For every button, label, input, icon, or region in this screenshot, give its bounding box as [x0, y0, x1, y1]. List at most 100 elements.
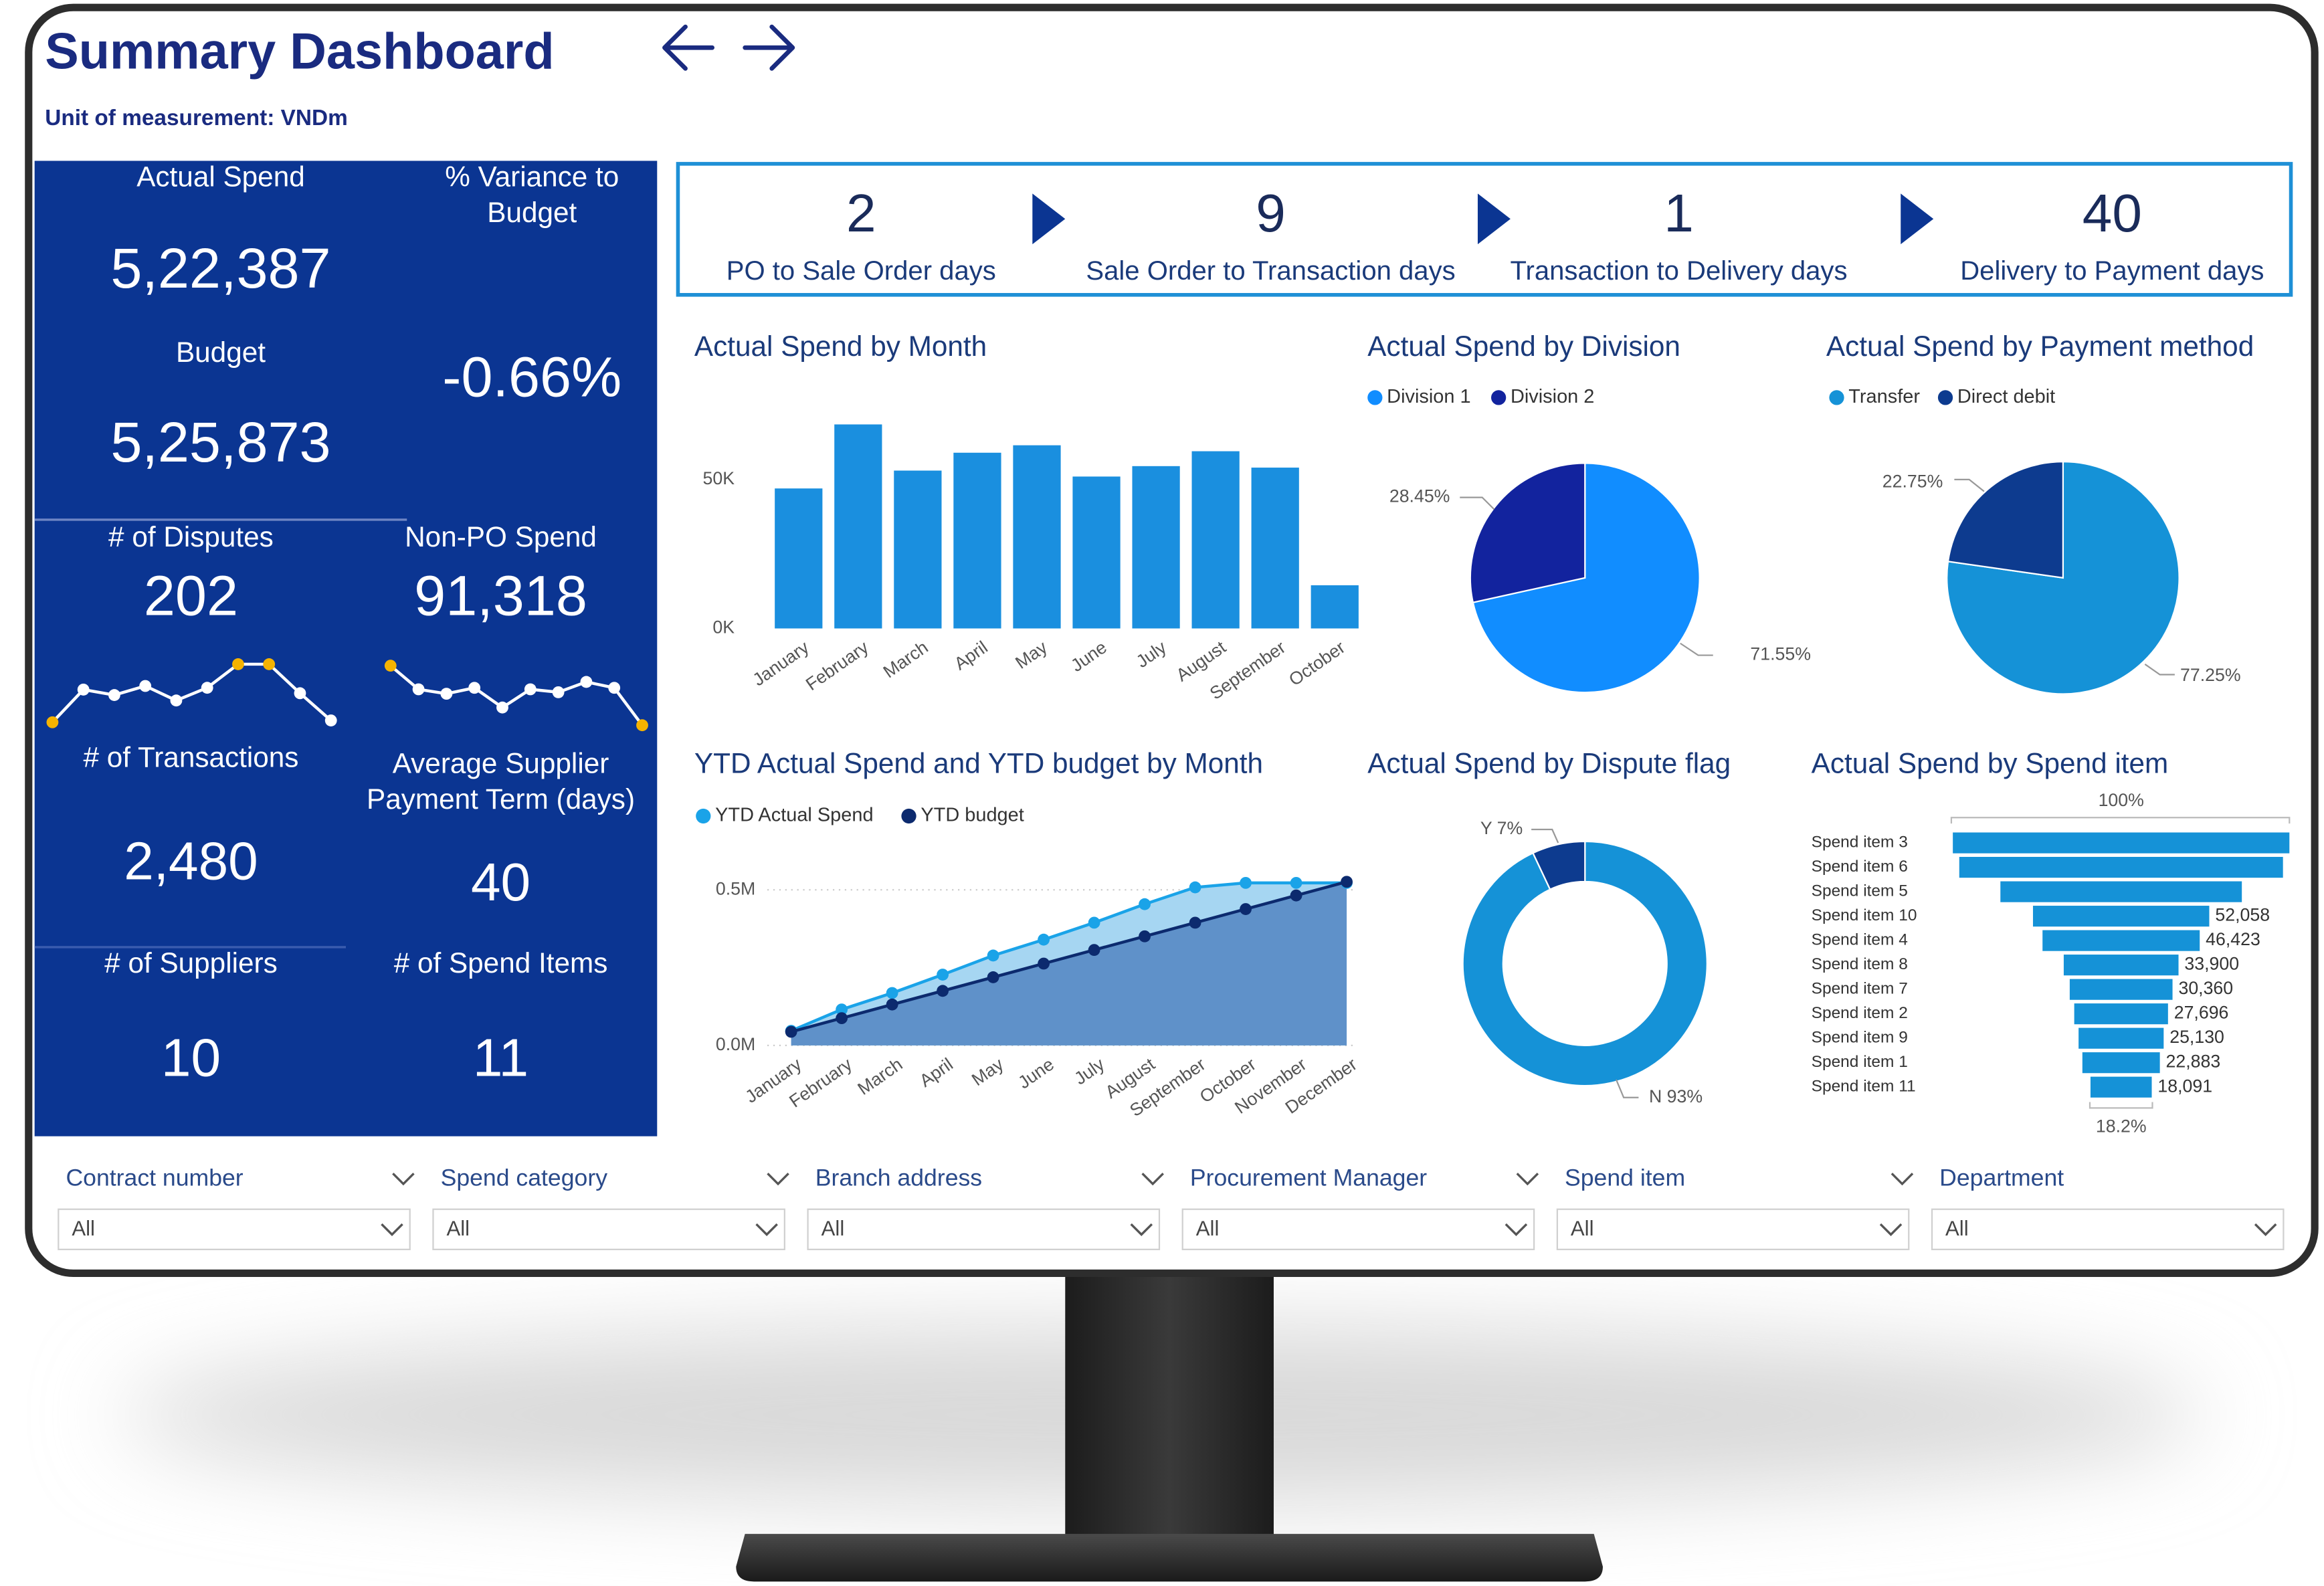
- funnel-bracket: [2089, 1102, 2153, 1109]
- bar: [1072, 476, 1121, 629]
- kpi-label: Actual Spend: [136, 161, 305, 192]
- legend-label: Division 2: [1511, 386, 1594, 407]
- chevron: [1516, 1173, 1539, 1186]
- kpi-label: # of Spend Items: [394, 947, 608, 979]
- bar: [1132, 466, 1180, 629]
- kpi-value: -0.66%: [442, 344, 621, 408]
- value-label: 30,360: [2178, 978, 2233, 998]
- bar: [1191, 451, 1240, 629]
- line: [790, 881, 1347, 1033]
- category-label: Spend item 4: [1812, 931, 1908, 949]
- value-label: 33,900: [2184, 954, 2239, 974]
- monitor-base: [736, 1534, 1603, 1582]
- bar: [894, 470, 942, 629]
- forward-arrow[interactable]: [743, 24, 795, 71]
- sparkline-point: [552, 686, 565, 698]
- chart-title: Actual Spend by Month: [694, 330, 987, 362]
- value-label: 27,696: [2174, 1003, 2229, 1023]
- slice-label: Y 7%: [1480, 818, 1523, 838]
- pie-slice: [1469, 462, 1586, 603]
- pie-slice: [1947, 461, 2064, 579]
- category-label: Spend item 9: [1812, 1029, 1908, 1047]
- y-tick-label: 0.0M: [716, 1034, 755, 1054]
- legend-marker: [1491, 390, 1507, 405]
- filter-dropdown[interactable]: [1931, 1208, 2285, 1250]
- chart-title: Actual Spend by Dispute flag: [1367, 747, 1731, 779]
- filter-dropdown[interactable]: [432, 1208, 785, 1250]
- funnel-bar: [2032, 906, 2210, 927]
- chart-title: Actual Spend by Payment method: [1826, 330, 2254, 362]
- bar: [1013, 445, 1061, 629]
- y-tick-label: 0.5M: [716, 878, 755, 898]
- back-arrow[interactable]: [662, 24, 714, 71]
- value-label: 22,883: [2166, 1052, 2221, 1072]
- leader-line: [1615, 1079, 1639, 1098]
- point: [836, 1003, 848, 1016]
- value-label: 18,091: [2157, 1076, 2212, 1096]
- kpi-value: 2,480: [124, 831, 258, 891]
- sparkline-point: [384, 660, 397, 672]
- value-label: 25,130: [2169, 1027, 2224, 1047]
- kpi-label: Budget: [176, 336, 266, 368]
- chevron: [381, 1223, 403, 1236]
- point: [937, 969, 949, 981]
- sparkline-point: [77, 684, 90, 696]
- dashboard-subtitle: Unit of measurement: VNDm: [45, 106, 348, 130]
- category-label: Spend item 5: [1812, 882, 1908, 900]
- point: [1240, 903, 1252, 915]
- sparkline-point: [412, 683, 425, 696]
- filter-label: Spend item: [1565, 1165, 1685, 1191]
- funnel-bar: [1953, 832, 2290, 854]
- filter-value: All: [1196, 1217, 1220, 1240]
- bar: [1251, 468, 1299, 629]
- monitor-neck: [1065, 1268, 1274, 1545]
- leader-line: [1954, 478, 1985, 492]
- chevron: [392, 1173, 415, 1186]
- process-label: Transaction to Delivery days: [1511, 256, 1848, 286]
- point: [1290, 889, 1302, 902]
- slice-label: N 93%: [1649, 1086, 1703, 1106]
- filter-dropdown[interactable]: [807, 1208, 1161, 1250]
- chevron: [1891, 1173, 1914, 1186]
- legend-marker: [1367, 390, 1383, 405]
- sparkline-point: [139, 680, 152, 692]
- slice-label: 77.25%: [2180, 665, 2241, 685]
- sparkline-point: [232, 658, 244, 670]
- point: [1038, 957, 1050, 970]
- kpi-value: 10: [161, 1027, 221, 1088]
- point: [1341, 876, 1353, 888]
- point: [1139, 898, 1151, 910]
- filter-dropdown[interactable]: [58, 1208, 411, 1250]
- kpi-label: Average Supplier: [393, 747, 609, 779]
- leader-line: [2144, 664, 2175, 676]
- y-tick-label: 0K: [712, 617, 735, 637]
- category-label: Spend item 6: [1812, 858, 1908, 876]
- legend-label: Division 1: [1387, 386, 1470, 407]
- filter-dropdown[interactable]: [1181, 1208, 1535, 1250]
- kpi-value: 5,22,387: [110, 236, 330, 300]
- process-value: 2: [846, 183, 876, 243]
- sparkline-point: [440, 688, 453, 700]
- funnel-bar: [2069, 979, 2173, 1000]
- kpi-panel: [34, 161, 658, 1136]
- point: [785, 1025, 797, 1038]
- legend-label: YTD Actual Spend: [715, 805, 873, 826]
- legend-marker: [901, 808, 916, 824]
- process-arrow: [1901, 193, 1934, 245]
- bar: [1311, 585, 1359, 629]
- filter-dropdown[interactable]: [1556, 1208, 1910, 1250]
- filter-label: Spend category: [441, 1165, 608, 1191]
- sparkline-point: [496, 701, 508, 714]
- sparkline: [51, 662, 332, 724]
- process-arrow: [1032, 193, 1066, 245]
- kpi-label: # of Disputes: [108, 521, 274, 553]
- value-label: 46,423: [2206, 929, 2260, 949]
- leader-line: [1460, 496, 1495, 510]
- kpi-label: % Variance to: [445, 161, 619, 192]
- point: [1290, 876, 1302, 889]
- filter-label: Procurement Manager: [1190, 1165, 1427, 1191]
- filter-label: Contract number: [66, 1165, 243, 1191]
- legend-label: Transfer: [1848, 386, 1920, 407]
- sparkline-point: [580, 676, 593, 688]
